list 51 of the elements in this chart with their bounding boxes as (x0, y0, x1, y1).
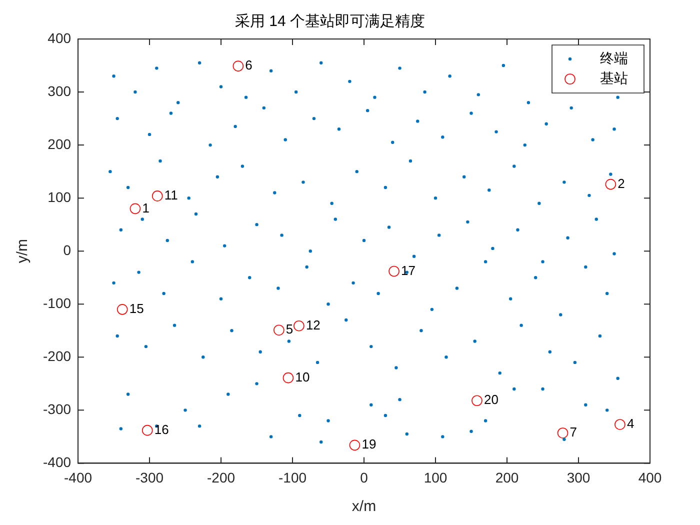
annotation: 1 (142, 200, 150, 216)
point (349, 440, 360, 451)
annotation: 12 (306, 317, 320, 332)
point (294, 320, 304, 332)
annotation: 5 (286, 322, 294, 337)
point (282, 372, 294, 384)
y-tick-label: 400 (48, 30, 72, 46)
annotation: 11 (164, 188, 178, 203)
legend-label: 基站 (600, 70, 628, 86)
point (472, 395, 482, 406)
annotation: 2 (618, 176, 625, 191)
x-tick-label: 0 (360, 469, 368, 486)
point (130, 203, 141, 214)
y-tick-label: -100 (42, 294, 72, 311)
y-tick-label: 0 (63, 242, 72, 258)
point (614, 419, 626, 430)
y-tick-label: 100 (48, 188, 72, 205)
y-tick-label: -200 (42, 348, 72, 364)
annotation: 7 (570, 424, 578, 440)
annotation: 20 (484, 392, 498, 408)
point (388, 266, 400, 277)
x-tick-label: 200 (495, 469, 519, 486)
point (274, 324, 284, 336)
x-axis-title: x/m (352, 498, 376, 516)
x-tick-label: -300 (136, 469, 164, 486)
x-tick-label: -400 (64, 469, 92, 486)
y-axis-title: y/m (14, 239, 32, 264)
point (152, 190, 163, 202)
y-tick-label: 200 (48, 136, 72, 152)
annotation: 19 (362, 436, 376, 452)
annotation: 6 (245, 58, 252, 73)
point (232, 60, 244, 72)
point (557, 428, 568, 438)
legend-label: 终端 (600, 50, 628, 66)
annotation: 16 (154, 422, 169, 437)
point (116, 304, 128, 315)
y-tick-label: 300 (48, 82, 72, 99)
annotation: 17 (401, 262, 416, 278)
x-tick-label: -100 (278, 469, 307, 486)
x-tick-label: 400 (638, 469, 662, 486)
annotation: 10 (295, 369, 310, 384)
y-tick-label: -400 (42, 454, 72, 470)
point (605, 178, 616, 190)
annotation: 15 (129, 301, 144, 316)
x-tick-label: 300 (566, 469, 590, 486)
point (142, 424, 153, 436)
chart-title: 采用 14 个基站即可满足精度 (234, 13, 426, 30)
x-tick-label: -200 (207, 469, 236, 486)
annotation: 4 (626, 416, 634, 432)
x-tick-label: 100 (424, 469, 448, 486)
y-tick-label: -300 (42, 401, 72, 418)
